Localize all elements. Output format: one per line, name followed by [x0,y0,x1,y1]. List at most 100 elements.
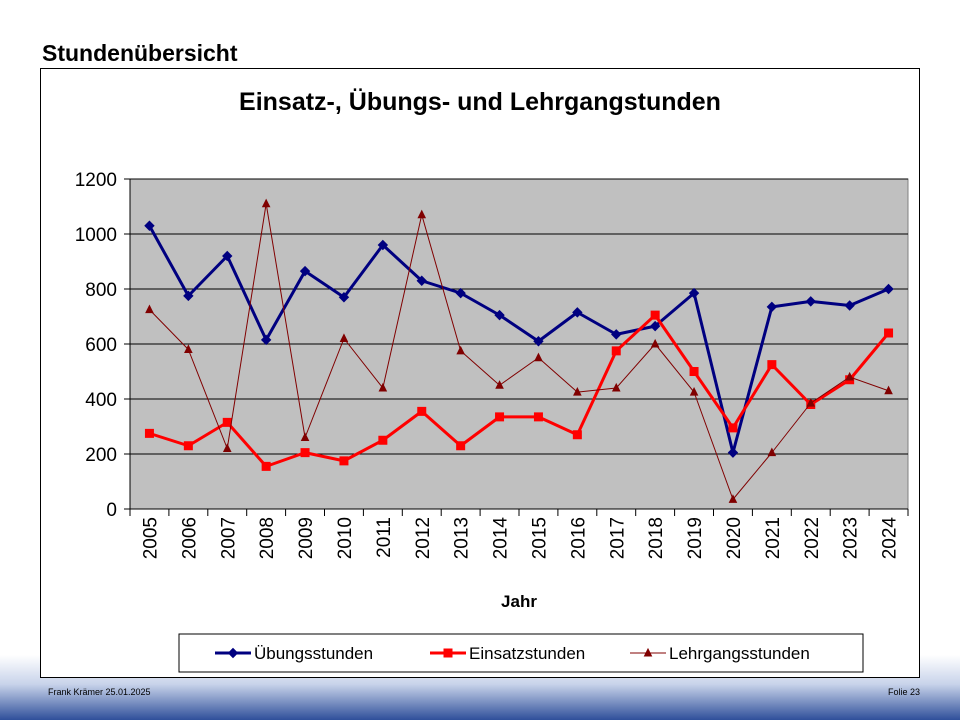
data-point [456,441,466,451]
data-point [611,382,621,392]
data-point [884,328,894,338]
data-point [416,275,427,286]
data-point [261,198,271,208]
data-point [494,309,505,321]
data-point [261,461,271,471]
data-point [611,329,622,340]
data-point [844,300,855,311]
data-point [727,447,739,458]
x-tick-label: 2016 [568,517,589,559]
data-point [649,320,661,332]
data-point [495,412,505,422]
x-tick-label: 2018 [646,517,667,559]
y-tick-label: 600 [85,335,117,356]
footer-slide-number: Folie 23 [887,687,920,697]
data-point [144,220,155,231]
data-point [222,443,232,452]
data-point [845,371,854,381]
data-point [144,428,154,438]
x-tick-label: 2009 [296,517,317,559]
x-tick-label: 2006 [179,517,200,559]
series-line-2 [148,313,890,468]
y-tick-label: 1000 [75,225,117,246]
data-point [222,250,233,262]
slide-title: Stundenübersicht [42,40,238,66]
data-point [767,360,777,370]
data-point [184,344,193,353]
x-tick-label: 2017 [607,517,628,559]
legend-label: Einsatzstunden [469,644,585,663]
x-tick-label: 2010 [335,517,356,559]
data-point [455,287,466,299]
legend-marker [227,647,239,659]
legend-label: Übungsstunden [254,644,373,663]
series-line-3 [149,203,889,500]
data-point [572,430,582,440]
legend-box [178,633,864,673]
x-tick-label: 2021 [763,517,784,559]
data-point [767,447,777,457]
series-line-1 [148,225,890,455]
data-point [728,494,738,503]
data-point [495,380,504,389]
legend-marker [443,648,453,658]
data-point [572,307,583,318]
data-point [533,412,543,422]
data-point [145,304,154,314]
data-point [377,239,389,251]
data-point [183,441,193,451]
x-tick-label: 2024 [880,517,901,560]
data-point [688,287,700,299]
data-point [534,352,543,362]
data-point [222,417,232,427]
x-tick-label: 2005 [140,517,161,559]
data-point [883,283,894,295]
data-point [884,385,893,395]
data-point [339,333,349,342]
x-tick-label: 2008 [257,517,278,559]
data-point [650,310,660,320]
data-point [650,338,660,348]
data-point [299,265,311,277]
data-point [378,435,388,445]
legend-marker [643,647,653,657]
data-point [806,398,816,407]
data-point [378,382,388,392]
data-point [260,334,272,346]
data-point [766,301,778,313]
data-point [456,345,465,355]
y-tick-label: 200 [85,445,117,466]
data-point [183,290,194,302]
data-point [300,448,310,458]
footer-author-date: Frank Krämer 25.01.2025 [48,687,151,697]
data-point [728,423,738,433]
data-point [533,336,544,347]
x-tick-label: 2015 [529,517,550,559]
x-tick-label: 2014 [491,517,512,560]
data-point [805,296,816,307]
data-point [300,432,310,441]
y-tick-label: 800 [85,280,117,301]
data-point [573,387,582,396]
data-point [417,406,427,416]
x-tick-label: 2019 [685,517,706,559]
data-point [689,387,699,396]
x-tick-label: 2023 [841,517,862,559]
x-tick-label: 2022 [802,517,823,559]
x-tick-label: 2011 [374,517,395,558]
y-tick-label: 0 [106,500,117,521]
x-axis-label: Jahr [501,592,537,611]
x-tick-label: 2012 [413,517,434,559]
data-point [338,292,350,303]
data-point [689,367,699,376]
x-tick-label: 2013 [452,517,473,559]
data-point [339,456,349,466]
legend-label: Lehrgangsstunden [669,644,810,663]
x-tick-label: 2020 [724,517,745,559]
data-point [611,346,621,356]
y-tick-label: 1200 [75,170,117,191]
x-tick-label: 2007 [218,517,239,559]
y-tick-label: 400 [85,390,117,411]
chart-title: Einsatz-, Übungs- und Lehrgangstunden [239,88,721,116]
